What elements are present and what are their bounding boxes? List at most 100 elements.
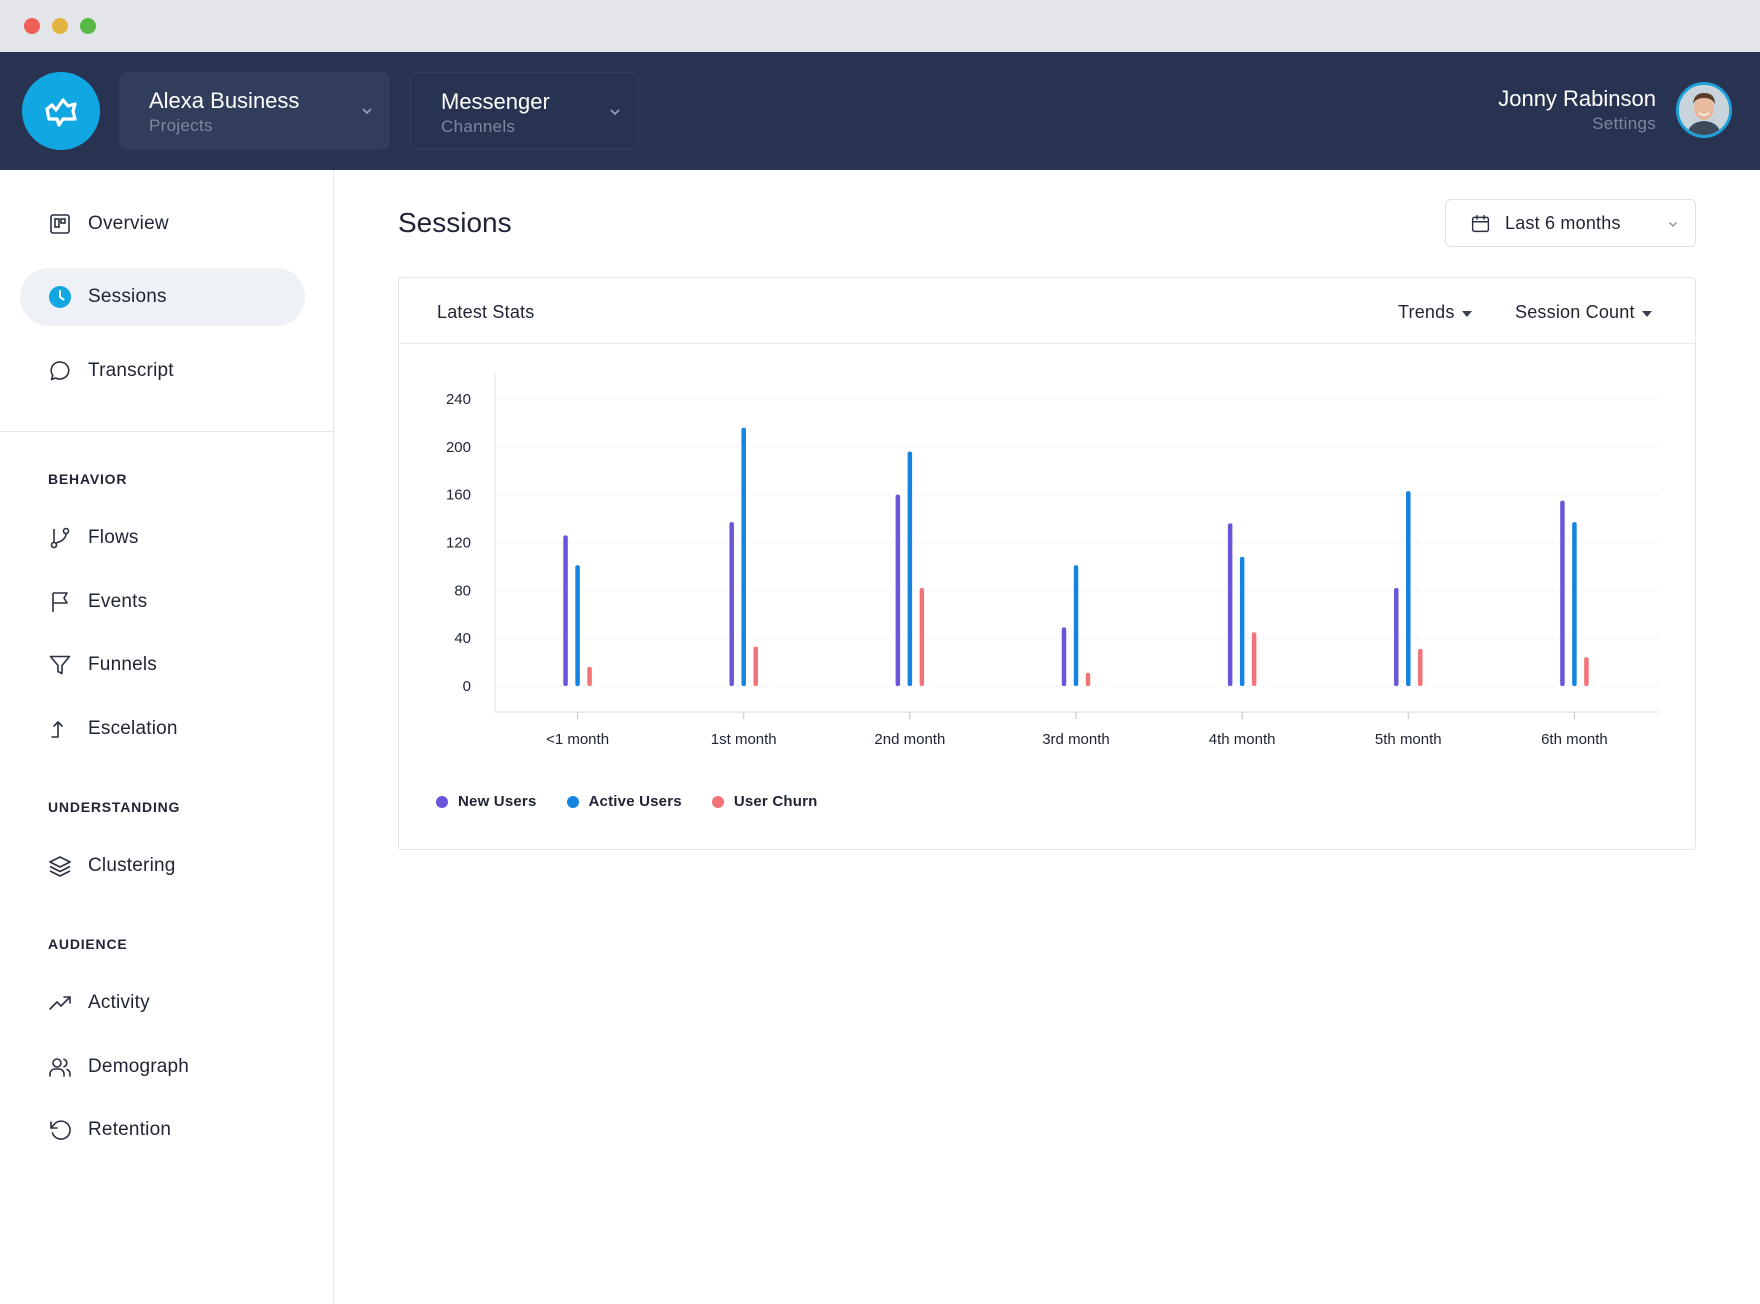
legend-dot	[711, 795, 724, 808]
legend-label: User Churn	[733, 793, 818, 810]
user-avatar-icon	[1679, 85, 1729, 135]
sidebar-item-demograph[interactable]: Demograph	[20, 1038, 305, 1096]
bar-new-users	[1227, 523, 1233, 686]
channel-switcher[interactable]: Messenger Channels	[410, 72, 639, 150]
legend-item[interactable]: New Users	[436, 793, 537, 810]
sidebar-item-label: Transcript	[88, 360, 174, 381]
sidebar-item-funnels[interactable]: Funnels	[20, 636, 305, 694]
legend-dot	[566, 795, 579, 808]
sidebar: Overview Sessions Transcript BEHAVIOR Fl…	[0, 170, 334, 1304]
caret-down-icon	[1461, 310, 1472, 317]
sidebar-item-retention[interactable]: Retention	[20, 1101, 305, 1159]
bar-new-users	[1394, 587, 1399, 686]
funnel-icon	[49, 655, 71, 675]
bar-active-users	[1572, 522, 1577, 686]
app-logo[interactable]	[22, 72, 100, 150]
calendar-icon	[1471, 214, 1490, 233]
project-switcher[interactable]: Alexa Business Projects	[119, 72, 390, 150]
section-title-behavior: BEHAVIOR	[48, 471, 128, 487]
trends-dropdown[interactable]: Trends	[1398, 302, 1472, 323]
channel-switcher-label: Channels	[441, 117, 516, 136]
sidebar-item-label: Events	[88, 591, 148, 612]
section-title-audience: AUDIENCE	[48, 936, 128, 952]
bar-active-users	[575, 565, 580, 686]
sidebar-item-escelation[interactable]: Escelation	[20, 700, 305, 758]
y-tick-label: 200	[446, 439, 471, 456]
y-tick-label: 240	[446, 391, 471, 408]
sidebar-item-transcript[interactable]: Transcript	[20, 342, 305, 400]
x-tick-label: <1 month	[546, 731, 609, 748]
date-range-value: Last 6 months	[1505, 213, 1621, 233]
sidebar-item-clustering[interactable]: Clustering	[20, 837, 305, 895]
bar-user-churn	[1584, 657, 1589, 686]
bar-user-churn	[919, 587, 925, 686]
escalation-arrow-icon	[51, 721, 63, 738]
bar-active-users	[907, 451, 913, 686]
x-tick-label: 1st month	[711, 731, 777, 748]
window-minimize-button[interactable]	[52, 18, 68, 34]
layers-icon	[49, 856, 71, 877]
user-name[interactable]: Jonny Rabinson	[1498, 86, 1656, 111]
y-tick-label: 0	[463, 678, 471, 695]
channel-name: Messenger	[441, 89, 550, 114]
chevron-down-icon	[362, 108, 372, 115]
avatar[interactable]	[1676, 82, 1732, 138]
page-title: Sessions	[398, 207, 512, 238]
bar-user-churn	[1251, 632, 1257, 686]
y-tick-label: 40	[454, 630, 471, 647]
sidebar-item-events[interactable]: Events	[20, 573, 305, 631]
bar-new-users	[895, 494, 901, 686]
bar-new-users	[1560, 500, 1565, 686]
bar-user-churn	[587, 666, 592, 686]
card-header: Latest Stats Trends Session Count	[399, 278, 1695, 344]
sidebar-divider	[0, 431, 333, 432]
bar-new-users	[729, 522, 734, 686]
window-close-button[interactable]	[24, 18, 40, 34]
sidebar-item-label: Overview	[88, 213, 169, 234]
sidebar-item-overview[interactable]: Overview	[20, 195, 305, 253]
session-count-dropdown[interactable]: Session Count	[1515, 302, 1652, 323]
x-tick-label: 6th month	[1541, 731, 1608, 748]
legend-item[interactable]: Active Users	[566, 793, 682, 810]
user-settings-link[interactable]: Settings	[1592, 114, 1656, 133]
clock-icon	[49, 286, 71, 308]
date-range-select[interactable]: Last 6 months	[1445, 199, 1696, 247]
sidebar-item-label: Funnels	[88, 654, 157, 675]
y-tick-label: 80	[454, 582, 471, 599]
trending-up-icon	[49, 996, 71, 1010]
sidebar-item-activity[interactable]: Activity	[20, 974, 305, 1032]
y-tick-label: 120	[446, 535, 471, 552]
bar-user-churn	[753, 646, 758, 686]
branch-icon	[50, 527, 70, 549]
bar-user-churn	[1418, 648, 1423, 686]
window-maximize-button[interactable]	[80, 18, 96, 34]
window-titlebar	[0, 0, 1760, 52]
rotate-ccw-icon	[50, 1120, 71, 1140]
latest-stats-card: Latest Stats Trends Session Count	[398, 277, 1696, 850]
chat-bubble-icon	[50, 361, 70, 381]
legend-item[interactable]: User Churn	[711, 793, 818, 810]
sidebar-item-label: Sessions	[88, 286, 167, 307]
sidebar-item-sessions[interactable]: Sessions	[20, 268, 305, 326]
card-title: Latest Stats	[437, 302, 535, 322]
sessions-bar-chart: 0 40 80 120 160 200 240 <1 month 1st month 2nd mo…	[446, 373, 1658, 748]
section-title-understanding: UNDERSTANDING	[48, 799, 181, 815]
legend-label: Active Users	[588, 793, 682, 810]
chevron-down-icon	[1669, 222, 1677, 227]
bar-active-users	[1239, 556, 1245, 686]
trends-dropdown-label: Trends	[1398, 302, 1455, 322]
x-tick-label: 5th month	[1375, 731, 1442, 748]
sidebar-item-label: Clustering	[88, 855, 176, 876]
bar-active-users	[1073, 565, 1079, 686]
y-tick-label: 160	[446, 487, 471, 504]
project-switcher-label: Projects	[149, 116, 213, 135]
x-tick-label: 3rd month	[1042, 731, 1110, 748]
legend-dot	[436, 795, 448, 808]
x-tick-label: 2nd month	[874, 731, 945, 748]
sidebar-item-flows[interactable]: Flows	[20, 509, 305, 567]
bar-active-users	[1406, 491, 1411, 686]
flag-icon	[52, 592, 68, 612]
chevron-down-icon	[610, 109, 620, 116]
users-icon	[49, 1058, 71, 1077]
bar-user-churn	[1085, 672, 1091, 686]
